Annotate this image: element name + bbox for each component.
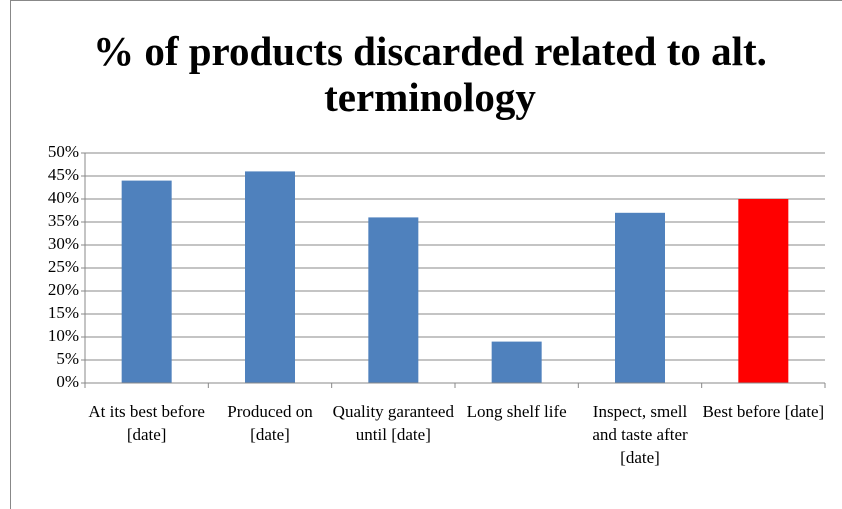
- x-tick-label: Long shelf life: [466, 402, 567, 421]
- y-tick-label: 15%: [48, 303, 79, 322]
- y-tick-label: 45%: [48, 165, 79, 184]
- bar: [738, 199, 789, 383]
- y-tick-label: 30%: [48, 234, 79, 253]
- y-tick-label: 50%: [48, 142, 79, 161]
- x-tick-label: Produced on [date]: [227, 402, 313, 444]
- bar: [615, 212, 665, 383]
- bar: [368, 217, 419, 383]
- chart-title: % of products discarded related to alt. …: [93, 28, 767, 120]
- bar: [491, 341, 542, 383]
- bar: [121, 180, 172, 383]
- y-tick-label: 20%: [48, 280, 79, 299]
- y-tick-label: 10%: [48, 326, 79, 345]
- y-tick-label: 0%: [56, 372, 79, 391]
- y-tick-label: 40%: [48, 188, 79, 207]
- chart-frame: [10, 0, 842, 509]
- x-tick-label: Quality garanteed until [date]: [332, 402, 454, 444]
- y-tick-label: 25%: [48, 257, 79, 276]
- bar: [245, 171, 295, 383]
- x-tick-label: Inspect, smell and taste after [date]: [592, 402, 688, 467]
- y-tick-label: 5%: [56, 349, 79, 368]
- y-tick-label: 35%: [48, 211, 79, 230]
- x-tick-label: At its best before [date]: [88, 402, 205, 444]
- x-tick-label: Best before [date]: [702, 402, 825, 421]
